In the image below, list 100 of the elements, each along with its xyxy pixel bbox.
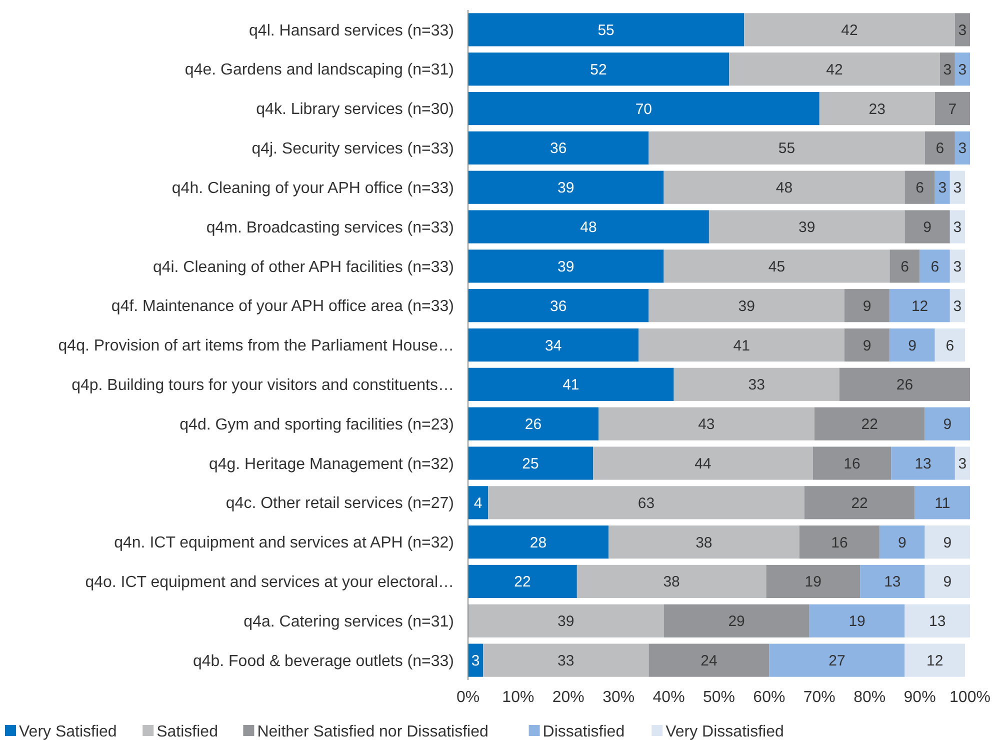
data-label: 6 bbox=[900, 258, 909, 276]
data-label: 26 bbox=[896, 376, 914, 394]
data-label: 38 bbox=[696, 534, 712, 552]
data-label: 55 bbox=[778, 140, 796, 158]
x-tick-label: 90% bbox=[904, 689, 936, 706]
bar bbox=[468, 564, 577, 598]
legend-label: Satisfied bbox=[156, 724, 218, 740]
bar bbox=[890, 289, 950, 322]
y-tick-label: q4n. ICT equipment and services at APH (n=32) bbox=[114, 534, 454, 552]
bar bbox=[648, 644, 770, 677]
bar bbox=[880, 526, 925, 559]
bar bbox=[914, 486, 970, 520]
bar bbox=[954, 13, 970, 46]
data-label: 9 bbox=[923, 219, 932, 236]
bar bbox=[814, 407, 925, 440]
y-tick-label: q4p. Building tours for your visitors and constituents… bbox=[72, 377, 454, 394]
y-tick-label: q4f. Maintenance of your APH office area (n=33) bbox=[111, 298, 454, 316]
data-label: 36 bbox=[550, 298, 567, 315]
y-tick-label: q4j. Security services (n=33) bbox=[252, 140, 454, 158]
bar bbox=[483, 644, 649, 677]
data-label: 44 bbox=[694, 455, 712, 472]
bar bbox=[904, 644, 965, 677]
legend-label: Neither Satisfied nor Dissatisfied bbox=[257, 724, 488, 740]
data-label: 6 bbox=[930, 258, 940, 276]
data-label: 39 bbox=[798, 219, 816, 236]
data-label: 9 bbox=[862, 298, 872, 315]
x-tick-label: 20% bbox=[552, 689, 584, 706]
bar bbox=[664, 250, 890, 283]
bar bbox=[664, 170, 905, 204]
bar bbox=[890, 328, 935, 362]
bar bbox=[839, 368, 970, 401]
bar bbox=[468, 604, 664, 638]
bar bbox=[744, 13, 955, 46]
data-label: 28 bbox=[530, 534, 547, 552]
bar bbox=[812, 446, 892, 480]
bar bbox=[468, 328, 639, 362]
data-label: 19 bbox=[804, 574, 822, 591]
bar bbox=[799, 526, 880, 559]
bar bbox=[468, 368, 674, 401]
data-label: 12 bbox=[926, 652, 944, 670]
bar bbox=[729, 52, 940, 86]
bar bbox=[468, 250, 664, 283]
x-tick-label: 100% bbox=[950, 689, 990, 706]
bar bbox=[934, 170, 950, 204]
data-label: 48 bbox=[580, 219, 597, 236]
data-label: 3 bbox=[943, 61, 952, 78]
y-tick-label: q4o. ICT equipment and services at your electoral… bbox=[85, 574, 454, 592]
bar bbox=[904, 170, 935, 204]
data-label: 42 bbox=[826, 61, 843, 78]
x-tick-label: 70% bbox=[803, 689, 836, 706]
bar bbox=[904, 604, 970, 638]
x-tick-label: 80% bbox=[854, 689, 886, 706]
bar bbox=[890, 250, 920, 283]
data-label: 55 bbox=[598, 22, 614, 39]
bar bbox=[934, 328, 965, 362]
x-tick-label: 50% bbox=[702, 689, 736, 706]
bar bbox=[648, 131, 925, 164]
bar bbox=[954, 131, 970, 164]
data-label: 42 bbox=[841, 22, 858, 39]
bar bbox=[954, 52, 970, 86]
data-label: 3 bbox=[958, 455, 967, 472]
data-label: 41 bbox=[733, 337, 750, 354]
data-label: 3 bbox=[953, 258, 962, 276]
bar bbox=[891, 446, 955, 480]
data-label: 9 bbox=[908, 337, 916, 354]
bar bbox=[468, 92, 820, 126]
data-label: 36 bbox=[550, 140, 567, 158]
bar bbox=[468, 486, 488, 520]
bar bbox=[844, 328, 890, 362]
data-label: 33 bbox=[748, 376, 765, 394]
data-label: 39 bbox=[558, 613, 574, 630]
legend-label: Dissatisfied bbox=[542, 724, 625, 740]
bar bbox=[598, 407, 814, 440]
y-tick-label: q4a. Catering services (n=31) bbox=[244, 613, 454, 630]
data-label: 63 bbox=[638, 494, 655, 512]
x-tick-label: 60% bbox=[753, 689, 786, 706]
data-label: 33 bbox=[558, 652, 574, 670]
bar bbox=[950, 170, 965, 204]
data-label: 38 bbox=[663, 574, 680, 591]
data-label: 12 bbox=[911, 298, 928, 315]
data-label: 26 bbox=[524, 416, 542, 434]
x-tick-label: 40% bbox=[652, 689, 685, 706]
bar bbox=[920, 250, 950, 283]
y-tick-label: q4i. Cleaning of other APH facilities (n=33) bbox=[152, 258, 454, 276]
bar bbox=[766, 564, 860, 598]
data-label: 23 bbox=[868, 100, 886, 118]
data-label: 70 bbox=[635, 100, 652, 118]
bar bbox=[468, 52, 730, 86]
bar bbox=[638, 328, 844, 362]
y-tick-label: q4g. Heritage Management (n=32) bbox=[208, 456, 454, 473]
data-label: 6 bbox=[936, 140, 944, 158]
bar bbox=[940, 52, 955, 86]
bar bbox=[924, 131, 955, 164]
bar bbox=[576, 564, 766, 598]
legend-label: Very Dissatisfied bbox=[666, 724, 784, 740]
bar bbox=[468, 289, 649, 322]
data-label: 22 bbox=[514, 574, 531, 591]
data-label: 3 bbox=[938, 180, 947, 197]
bar bbox=[674, 368, 840, 401]
y-tick-label: q4q. Provision of art items from the Parliament House… bbox=[58, 338, 454, 355]
